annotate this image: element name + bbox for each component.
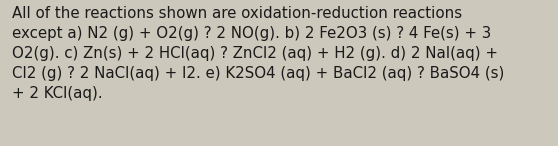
Text: All of the reactions shown are oxidation-reduction reactions
except a) N2 (g) + : All of the reactions shown are oxidation… [12, 6, 504, 101]
